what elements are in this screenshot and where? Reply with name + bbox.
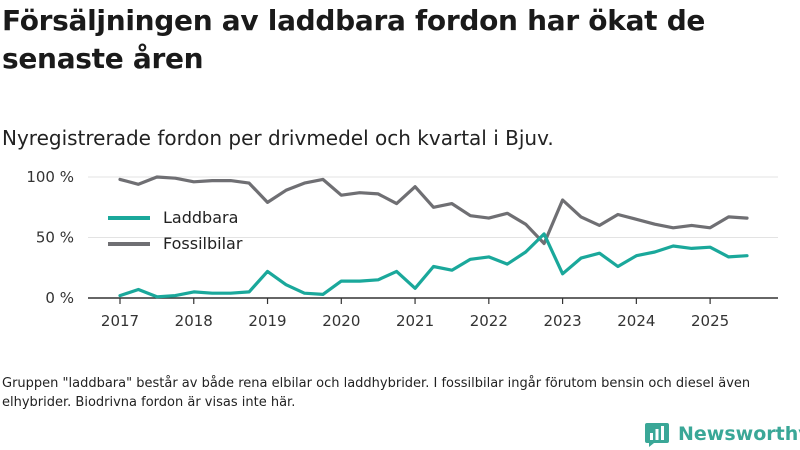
chart-subtitle: Nyregistrerade fordon per drivmedel och …	[2, 126, 554, 150]
x-tick-label: 2023	[543, 312, 581, 330]
series-line-laddbara	[118, 232, 749, 299]
y-tick-label: 50 %	[36, 229, 74, 247]
x-tick-label: 2022	[470, 312, 508, 330]
x-tick-label: 2017	[101, 312, 139, 330]
x-tick-label: 2020	[322, 312, 360, 330]
footnote: Gruppen "laddbara" består av både rena e…	[2, 376, 751, 410]
line-chart: 0 % 50 % 100 % 2017 2018 2019 2020 2021 2022 202…	[26, 168, 778, 330]
brand-logo[interactable]: Newsworthy	[644, 420, 800, 448]
x-tick-label: 2021	[396, 312, 434, 330]
series-line-fossilbilar	[118, 175, 749, 246]
series-lines	[118, 175, 749, 299]
legend-label-fossilbilar: Fossilbilar	[163, 234, 243, 253]
chart-legend: Laddbara Fossilbilar	[108, 208, 243, 253]
brand-name: Newsworthy	[678, 423, 800, 445]
y-tick-label: 100 %	[26, 168, 74, 186]
chart-title: Försäljningen av laddbara fordon har öka…	[2, 4, 706, 75]
y-axis-ticks: 0 % 50 % 100 %	[26, 168, 74, 307]
x-tick-label: 2018	[175, 312, 213, 330]
y-tick-label: 0 %	[45, 289, 74, 307]
x-axis-ticks: 2017 2018 2019 2020 2021 2022 2023 2024 2025	[101, 298, 729, 330]
newsworthy-logo-icon	[645, 423, 669, 447]
legend-label-laddbara: Laddbara	[163, 208, 238, 227]
gridlines	[88, 176, 778, 238]
x-tick-label: 2025	[691, 312, 729, 330]
x-tick-label: 2019	[248, 312, 286, 330]
x-tick-label: 2024	[617, 312, 655, 330]
